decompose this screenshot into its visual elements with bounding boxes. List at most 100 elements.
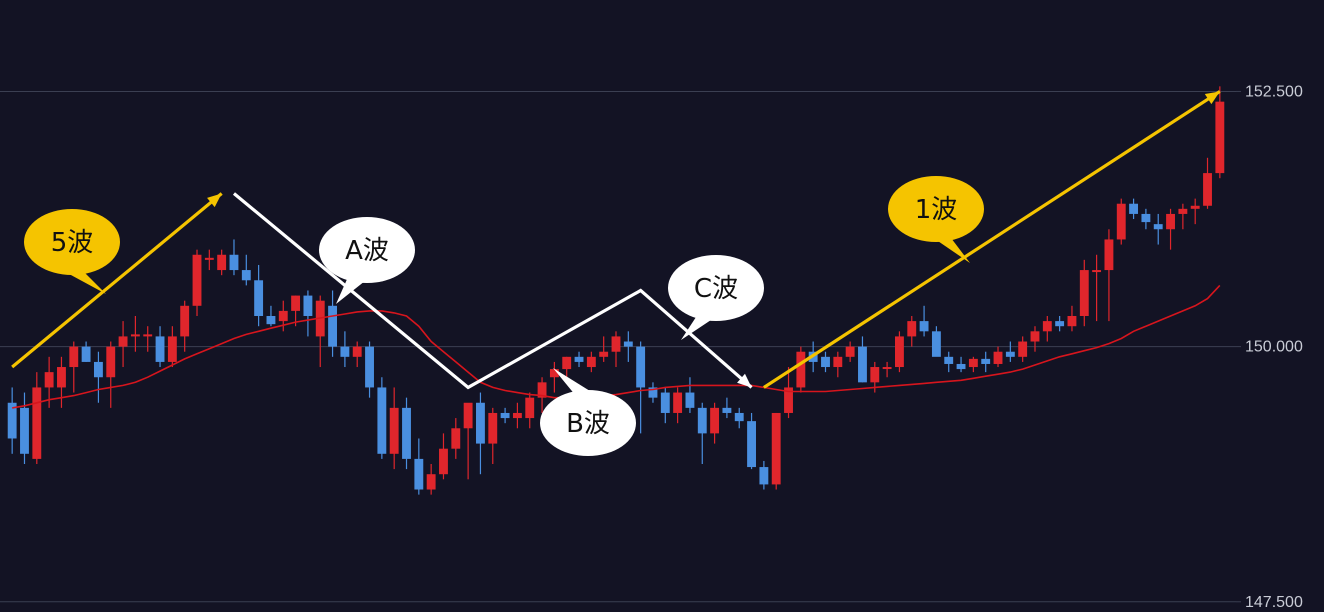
candle-body (1190, 205, 1200, 209)
candle-body (858, 346, 867, 383)
candle (155, 326, 165, 368)
candle-body (586, 356, 596, 368)
candles (7, 86, 1225, 495)
wave-labels: 5波 A波 B波 C波 1波 (24, 176, 984, 456)
candle (599, 336, 609, 362)
y-tick-label: 152.500 (1245, 83, 1303, 100)
moving-average-line (12, 284, 1221, 409)
candle-body (217, 254, 227, 271)
candle-body (1141, 213, 1151, 223)
candle-body (266, 316, 276, 325)
candle-body (759, 467, 769, 485)
candle (204, 249, 214, 271)
candle (180, 300, 190, 352)
candle-body (254, 280, 264, 316)
candle-body (143, 334, 153, 337)
candle-body (919, 321, 929, 332)
candle-body (956, 363, 966, 370)
candle (611, 331, 621, 368)
candle (956, 356, 966, 373)
candle-body (1166, 213, 1175, 230)
candle (722, 397, 732, 419)
candle (845, 341, 855, 362)
candle-body (1104, 239, 1114, 271)
candle-body (673, 392, 683, 413)
candle-body (1030, 331, 1040, 342)
candle (1215, 86, 1225, 179)
candle-body (1092, 270, 1102, 273)
candle (944, 351, 954, 373)
candle-body (907, 321, 917, 337)
candle-body (660, 392, 670, 413)
candle (130, 316, 140, 352)
candle (833, 351, 843, 378)
candle (882, 361, 892, 378)
candle (1042, 316, 1052, 342)
candle-body (882, 367, 892, 370)
candle (217, 249, 227, 276)
candle (488, 407, 498, 464)
candle (660, 387, 670, 424)
candle-body (451, 428, 461, 449)
candle (1178, 203, 1188, 230)
y-tick-label: 150.000 (1245, 339, 1303, 356)
wave-1-label: 1波 (915, 195, 958, 225)
candle (1030, 326, 1040, 352)
y-tick-label: 147.500 (1245, 594, 1303, 611)
candle-body (500, 412, 510, 419)
wave-1-bubble: 1波 (888, 176, 984, 263)
wave-c-label: C波 (694, 274, 738, 304)
candle-body (167, 336, 177, 362)
candle-body (1067, 316, 1077, 327)
candle-body (1129, 203, 1139, 214)
candle-body (389, 407, 399, 454)
candle (229, 239, 239, 276)
candle-body (968, 358, 978, 368)
candle-body (611, 336, 621, 352)
candle (1067, 305, 1077, 332)
candle (57, 356, 66, 408)
bubble-body (540, 390, 636, 456)
candle-body (833, 356, 843, 368)
candle (574, 351, 584, 368)
candle-body (1203, 173, 1212, 206)
candle-body (32, 387, 42, 459)
candle-body (1178, 208, 1188, 214)
candle (931, 326, 941, 357)
candle (586, 351, 596, 373)
bubble-body (24, 209, 120, 275)
candle (623, 331, 633, 362)
candle-body (537, 382, 547, 398)
candle (734, 407, 744, 429)
candle-body (118, 336, 128, 347)
candle (673, 387, 683, 424)
candle-body (352, 346, 362, 357)
candle-body (796, 351, 806, 388)
candle-body (303, 295, 313, 316)
candle-body (944, 356, 954, 364)
candle-body (993, 351, 1003, 364)
candle (1166, 208, 1175, 250)
candle-body (1042, 321, 1052, 332)
candle-body (439, 448, 448, 475)
candle (894, 331, 904, 373)
candle-body (1018, 341, 1028, 357)
candle (278, 300, 288, 332)
candle (439, 433, 448, 480)
candle (93, 351, 103, 403)
candle (414, 438, 424, 495)
candle (328, 290, 338, 357)
bubble-body (888, 176, 984, 242)
bubble-body (319, 217, 415, 283)
candle-body (69, 346, 79, 368)
candle-body (463, 402, 473, 429)
candle (1190, 198, 1200, 225)
candle (907, 316, 917, 347)
wave-b-label: B波 (566, 409, 610, 439)
candle (1005, 341, 1015, 362)
bubble-tail (336, 277, 370, 304)
candle-body (747, 421, 756, 468)
candle (352, 341, 362, 368)
candle (1092, 254, 1102, 322)
